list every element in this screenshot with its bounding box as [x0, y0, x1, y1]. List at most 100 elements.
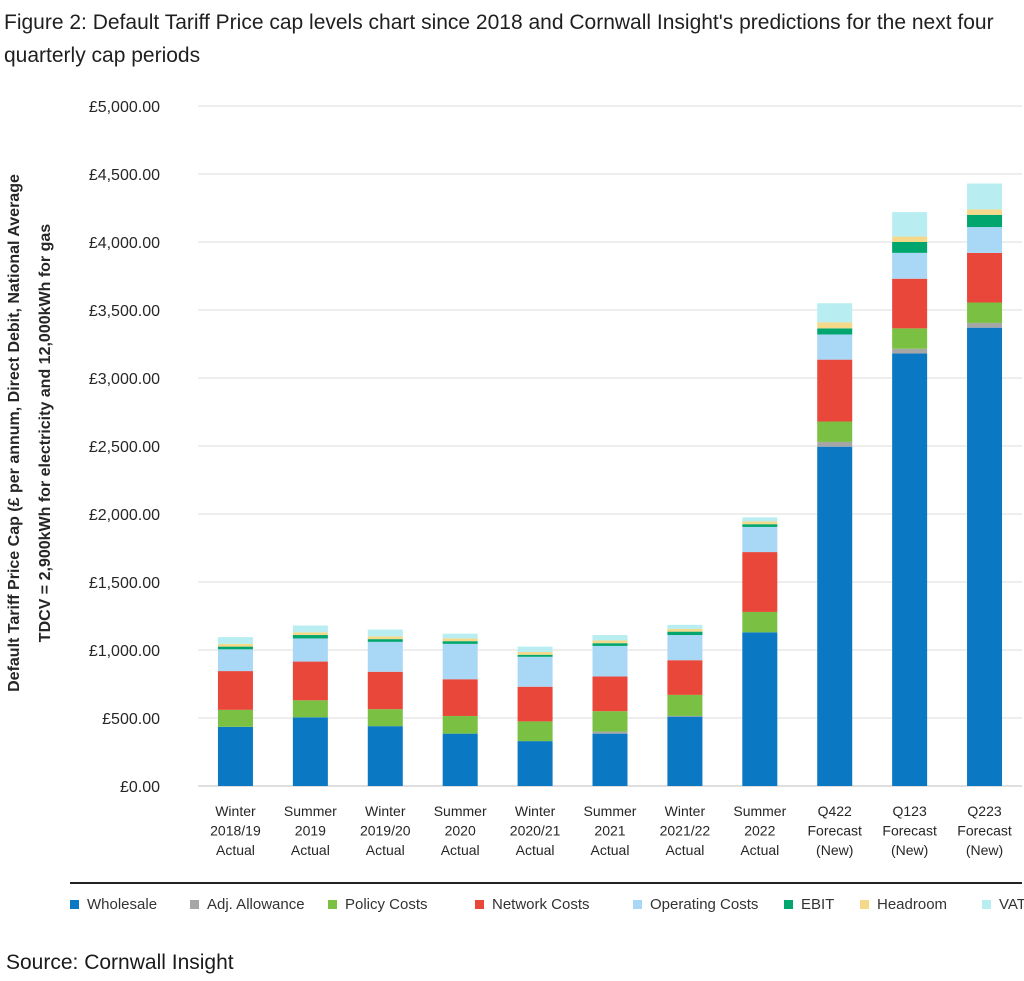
bar-segment — [592, 676, 628, 712]
bar-segment — [667, 694, 703, 716]
x-category-label: Actual — [441, 842, 480, 858]
y-tick-label: £5,000.00 — [89, 99, 160, 116]
bar-segment — [367, 641, 403, 672]
legend-item: Network Costs — [475, 896, 590, 913]
bar-segment — [667, 716, 703, 786]
bar-segment — [892, 252, 928, 279]
bar-segment — [892, 212, 928, 237]
y-tick-label: £0.00 — [120, 779, 160, 796]
bar-segment — [592, 733, 628, 786]
y-tick-label: £4,000.00 — [89, 235, 160, 252]
x-category-label: Q223 — [967, 803, 1001, 819]
x-category-label: 2019/20 — [360, 823, 411, 839]
x-category-label: 2019 — [295, 823, 326, 839]
bar-segment — [742, 632, 778, 786]
bar-segment — [817, 441, 853, 447]
source-note: Source: Cornwall Insight — [6, 951, 234, 974]
bar-segment — [442, 643, 478, 680]
bar-segment — [292, 661, 328, 701]
bar-segment — [442, 715, 478, 734]
bar-segment — [517, 646, 553, 653]
bar-segment — [442, 641, 478, 644]
x-category-label: Winter — [365, 803, 406, 819]
x-category-label: (New) — [966, 842, 1003, 858]
x-category-label: Actual — [740, 842, 779, 858]
legend-item: Adj. Allowance — [190, 896, 305, 913]
bar-segment — [367, 639, 403, 642]
x-category-label: 2020/21 — [510, 823, 561, 839]
bar-segment — [967, 209, 1003, 215]
x-category-label: Summer — [584, 803, 637, 819]
legend-label: Policy Costs — [345, 896, 428, 913]
bar-segment — [592, 645, 628, 677]
bar-segment — [967, 214, 1003, 228]
legend-item: Wholesale — [70, 896, 157, 913]
bar-segment — [217, 637, 253, 644]
legend-swatch — [70, 900, 79, 909]
bar-segment — [817, 421, 853, 442]
x-category-label: Winter — [215, 803, 256, 819]
x-category-label: 2022 — [744, 823, 775, 839]
bar-segment — [967, 322, 1003, 328]
bar-segment — [967, 252, 1003, 303]
bar-segment — [667, 631, 703, 636]
bar-segment — [217, 671, 253, 710]
bar-segment — [967, 227, 1003, 253]
legend-swatch — [982, 900, 991, 909]
bar-segment — [292, 625, 328, 633]
bar-segment — [517, 741, 553, 786]
bar-segment — [442, 679, 478, 716]
bar-segment — [892, 348, 928, 354]
bar-segment — [217, 643, 253, 647]
legend-swatch — [328, 900, 337, 909]
x-category-labels: Winter 2018/19 Actual Summer 2019 Actual Winte… — [210, 803, 1012, 858]
bar-segment — [292, 632, 328, 636]
legend-item: Policy Costs — [328, 896, 428, 913]
bar-segment — [517, 721, 553, 742]
bar-segment — [742, 611, 778, 633]
legend-label: Operating Costs — [650, 896, 759, 913]
legend-label: VAT — [999, 896, 1024, 913]
x-category-label: 2020 — [445, 823, 476, 839]
x-category-label: 2021 — [594, 823, 625, 839]
bar-segment — [817, 303, 853, 323]
bar-segment — [292, 635, 328, 639]
y-tick-label: £4,500.00 — [89, 167, 160, 184]
bar-segment — [367, 629, 403, 637]
legend-item: Headroom — [860, 896, 947, 913]
legend: Wholesale Adj. Allowance Policy Costs Netwo… — [70, 896, 1024, 918]
bar-segment — [742, 521, 778, 525]
bar-segment — [592, 635, 628, 641]
stacked-bar-chart: Default Tariff Price Cap (£ per annum, D… — [6, 99, 1022, 884]
x-category-label: Actual — [216, 842, 255, 858]
y-tick-label: £3,500.00 — [89, 303, 160, 320]
bar-segment — [817, 328, 853, 335]
y-tick-label: £2,500.00 — [89, 439, 160, 456]
y-tick-label: £2,000.00 — [89, 507, 160, 524]
bar-segment — [592, 640, 628, 644]
legend-swatch — [190, 900, 199, 909]
x-category-label: Summer — [434, 803, 487, 819]
legend-label: Headroom — [877, 896, 948, 913]
x-category-label: Winter — [515, 803, 556, 819]
bar-segment — [892, 278, 928, 329]
legend-item: EBIT — [784, 896, 834, 913]
legend-label: Network Costs — [492, 896, 590, 913]
bar-segment — [742, 517, 778, 522]
bar-segment — [217, 726, 253, 786]
bar-segment — [517, 654, 553, 657]
bar-segment — [817, 334, 853, 360]
gridlines — [198, 105, 1022, 787]
bar-segment — [517, 652, 553, 655]
bar-segment — [667, 660, 703, 695]
bar-segment — [742, 552, 778, 612]
bar-segment — [742, 524, 778, 527]
bar-segment — [367, 709, 403, 727]
legend-swatch — [475, 900, 484, 909]
legend-swatch — [860, 900, 869, 909]
bar-segment — [367, 636, 403, 640]
bar-segment — [517, 656, 553, 687]
y-tick-label: £500.00 — [102, 711, 160, 728]
bar-segment — [892, 242, 928, 253]
legend-label: EBIT — [801, 896, 835, 913]
